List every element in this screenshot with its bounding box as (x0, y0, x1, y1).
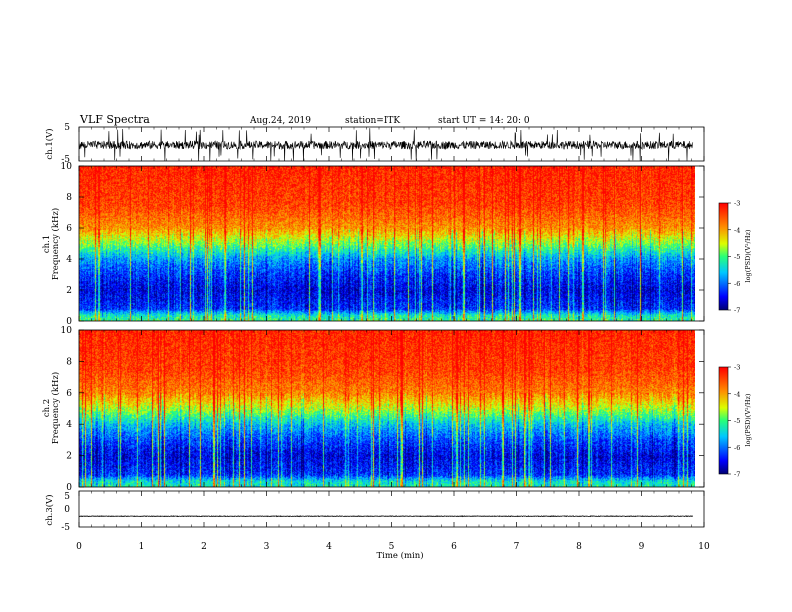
frequency-tick-label: 10 (61, 326, 73, 336)
ch2-spectrogram-xticks (78, 330, 705, 487)
waveform-trace (79, 515, 694, 518)
ch2-colorbar-ticks: -3 -4 -5 -6 -7 (728, 364, 740, 479)
frequency-tick-label: 4 (66, 255, 72, 265)
ch2-spectrogram-yticks: 0 2 4 6 8 10 (61, 326, 704, 493)
frequency-tick-label: 0 (66, 483, 72, 493)
ch1-spectrogram-xticks (78, 166, 705, 321)
ch1-ytick-top: 5 (64, 123, 70, 133)
frequency-tick-label: 8 (66, 357, 72, 367)
ch3-ytick-bottom: -5 (61, 523, 70, 533)
colorbar-tick-label: -7 (734, 471, 740, 479)
frequency-tick-label: 6 (66, 224, 72, 234)
time-axis-label: Time (min) (376, 550, 423, 561)
x-tick-label: 5 (389, 542, 395, 552)
colorbar-tick-label: -5 (734, 253, 740, 261)
ch1-colorbar (719, 203, 728, 310)
frequency-tick-label: 8 (66, 193, 72, 203)
time-axis-tick-labels: 0 1 2 3 4 5 6 7 8 9 10 (76, 542, 710, 552)
x-tick-label: 7 (514, 542, 520, 552)
x-tick-label: 1 (139, 542, 145, 552)
colorbar-tick-label: -3 (734, 364, 740, 372)
colorbar-tick-label: -7 (734, 307, 740, 315)
ch2-spectrogram-heatmap (79, 330, 695, 487)
ch1-spectrogram-yticks: 0 2 4 6 8 10 (61, 162, 704, 327)
colorbar-tick-label: -6 (734, 280, 740, 288)
ch2-spectrogram-ylabel-frequency: Frequency (kHz) (50, 372, 61, 444)
frequency-tick-label: 2 (66, 452, 72, 462)
ch1-waveform-ylabel: ch.1(V) (44, 128, 55, 159)
x-tick-label: 9 (639, 542, 645, 552)
ch2-spectrogram-ylabel-channel: ch.2 (42, 399, 52, 417)
ch1-waveform-xticks (78, 127, 705, 161)
x-tick-label: 10 (698, 542, 710, 552)
ch3-waveform-xticks (78, 491, 705, 527)
ch3-waveform-ylabel: ch.3(V) (44, 494, 55, 525)
x-tick-label: 0 (76, 542, 82, 552)
ch3-waveform-frame (78, 490, 705, 528)
ch1-waveform-line (79, 128, 694, 161)
x-tick-label: 2 (201, 542, 207, 552)
colorbar-tick-label: -6 (734, 444, 740, 452)
colorbar-tick-label: -4 (734, 226, 740, 234)
ch1-spectrogram-ylabel-channel: ch.1 (42, 235, 52, 253)
ch2-colorbar-label: log(PSD)(V²/Hz) (744, 393, 752, 446)
ch1-colorbar-label: log(PSD)(V²/Hz) (744, 229, 752, 282)
ch1-colorbar-ticks: -3 -4 -5 -6 -7 (728, 200, 740, 315)
colorbar-tick-label: -3 (734, 200, 740, 208)
start-time-label: start UT = 14: 20: 0 (438, 116, 530, 126)
ch3-waveform-line (79, 515, 694, 518)
colorbar-tick-label: -5 (734, 417, 740, 425)
frequency-tick-label: 6 (66, 389, 72, 399)
colorbar-tick-label: -4 (734, 390, 740, 398)
x-tick-label: 3 (264, 542, 270, 552)
ch1-ytick-bottom: -5 (61, 155, 70, 165)
station-label: station=ITK (345, 116, 400, 126)
ch3-waveform-panel: 5 0 -5 ch.3(V) 0 1 2 3 4 5 6 7 8 9 10 Time (min) (44, 490, 710, 561)
ch1-waveform-panel: 5 -5 ch.1(V) (44, 123, 705, 165)
x-tick-label: 8 (576, 542, 582, 552)
x-tick-label: 4 (326, 542, 332, 552)
frequency-tick-label: 0 (66, 317, 72, 327)
ch1-spectrogram-ylabel-frequency: Frequency (kHz) (50, 208, 61, 280)
ch3-ytick-top: 5 (64, 492, 70, 502)
ch1-spectrogram-heatmap (79, 166, 695, 321)
ch2-colorbar (719, 367, 728, 474)
waveform-trace (79, 128, 694, 161)
date-label: Aug.24, 2019 (249, 116, 311, 126)
frequency-tick-label: 2 (66, 286, 72, 296)
figure-title: VLF Spectra (79, 113, 150, 126)
ch3-ytick-middle: 0 (64, 505, 70, 515)
frequency-tick-label: 4 (66, 420, 72, 430)
frequency-tick-label: 10 (61, 162, 73, 172)
x-tick-label: 6 (451, 542, 457, 552)
